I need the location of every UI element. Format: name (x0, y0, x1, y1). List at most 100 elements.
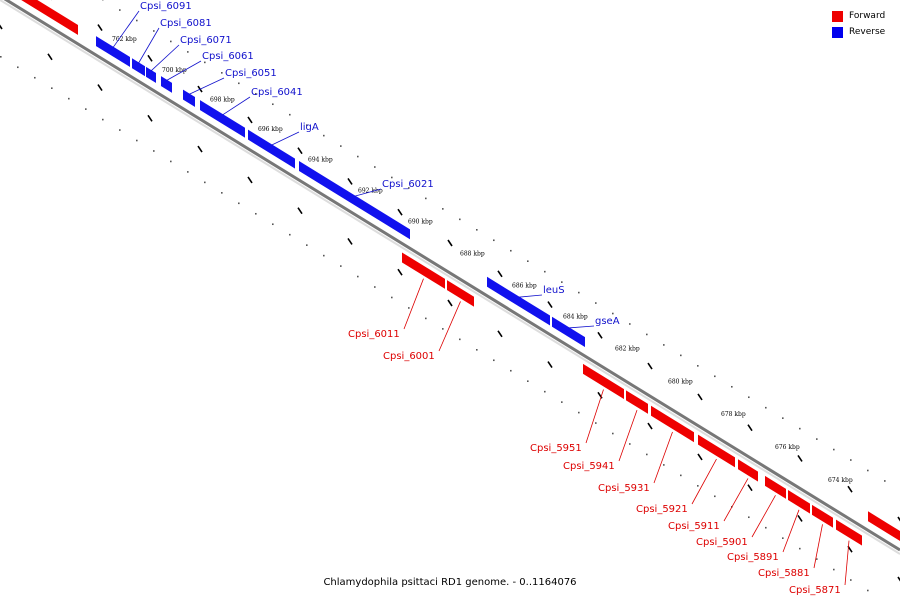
forward-gene-7-highlight (762, 485, 786, 502)
track-dot (68, 97, 70, 100)
track-dot (187, 171, 189, 173)
reverse-gene-3 (161, 76, 172, 93)
track-tick (597, 331, 603, 339)
track-tick (197, 145, 203, 153)
reverse-gene-0 (96, 36, 130, 68)
reverse-gene-label: Cpsi_6021 (382, 179, 434, 190)
track-dot (629, 323, 631, 325)
reverse-gene-leader (354, 188, 382, 197)
track-dot (833, 448, 835, 451)
forward-gene-9-highlight (809, 514, 833, 531)
scale-label: 678 kbp (721, 411, 746, 418)
track-dot (459, 338, 461, 341)
scale-labels: 762 kbp 700 kbp 698 kbp 696 kbp 694 kbp 692 k… (112, 36, 853, 484)
track-dot (646, 453, 648, 456)
track-dot (578, 291, 580, 294)
scale-label: 700 kbp (162, 67, 187, 74)
track-dot (221, 72, 223, 74)
forward-gene-10-highlight (833, 529, 862, 549)
track-dot (340, 145, 342, 147)
forward-gene-10 (836, 519, 862, 546)
track-dot (510, 369, 512, 372)
track-tick (747, 484, 753, 492)
forward-gene-label: Cpsi_5901 (696, 537, 748, 548)
track-dot (119, 9, 121, 11)
forward-gene-3 (626, 390, 648, 414)
track-dot (153, 150, 155, 152)
forward-gene-edge-1-highlight (865, 521, 900, 544)
track-dot (221, 192, 223, 194)
track-dot (561, 401, 563, 403)
track-tick (297, 207, 303, 215)
track-dot (714, 375, 716, 378)
forward-gene-leader (438, 301, 461, 352)
track-dot (748, 516, 750, 519)
track-dot (799, 547, 801, 550)
track-dot (102, 118, 104, 121)
track-dot (578, 411, 580, 414)
forward-gene-label: Cpsi_5941 (563, 461, 615, 472)
track-tick (697, 453, 703, 461)
track-tick (147, 54, 153, 62)
track-dot (663, 344, 665, 346)
track-dot (255, 212, 257, 215)
track-dot (816, 438, 818, 440)
forward-gene-0 (402, 252, 445, 289)
track-dot (782, 537, 784, 539)
track-dot (850, 459, 852, 461)
track-dot (170, 160, 172, 163)
track-dot (136, 19, 138, 22)
legend-swatch-reverse (832, 26, 843, 38)
track-dot (187, 51, 189, 53)
genome-backbone-shadow (0, 0, 900, 555)
forward-gene-8 (788, 490, 810, 514)
track-dot (136, 139, 138, 142)
reverse-gene-label: Cpsi_6081 (160, 18, 212, 29)
track-dot (459, 218, 461, 221)
scale-label: 686 kbp (512, 282, 537, 289)
track-tick (897, 576, 900, 582)
reverse-gene-7-highlight (296, 171, 410, 243)
reverse-gene-label: ligA (300, 122, 319, 133)
genome-caption: Chlamydophila psittaci RD1 genome. - 0..… (323, 577, 577, 588)
track-tick (397, 208, 403, 216)
forward-gene-4-highlight (648, 415, 694, 446)
reverse-gene-5-highlight (197, 110, 245, 141)
legend-swatch-forward (832, 10, 843, 22)
track-dot (391, 296, 393, 299)
forward-gene-leader (585, 389, 604, 444)
forward-gene-leader (751, 495, 776, 538)
gene-blocks (15, 0, 900, 549)
track-dot (289, 113, 291, 116)
track-dot (340, 265, 342, 267)
track-tick (497, 270, 503, 278)
track-dot (646, 333, 648, 336)
forward-gene-7 (765, 475, 786, 499)
forward-gene-2 (583, 363, 624, 400)
track-tick (97, 84, 103, 91)
track-tick (497, 330, 503, 338)
track-tick (797, 455, 803, 462)
reverse-gene-2 (146, 66, 156, 84)
track-dot (0, 56, 2, 58)
track-dot (765, 526, 767, 529)
track-dot (323, 134, 325, 137)
track-dot (527, 380, 529, 382)
track-tick (697, 393, 703, 401)
forward-gene-leader (782, 509, 800, 553)
track-dot (238, 202, 240, 205)
scale-label: 674 kbp (828, 477, 853, 484)
track-tick (897, 516, 900, 522)
reverse-gene-leader (271, 131, 300, 146)
reverse-gene-leader (188, 77, 225, 95)
track-dot (51, 87, 53, 89)
track-dot (680, 474, 682, 477)
track-dot (510, 249, 512, 252)
forward-gene-2-highlight (580, 373, 624, 403)
reverse-gene-4-highlight (180, 99, 195, 111)
track-dot (34, 76, 36, 79)
track-tick (547, 361, 553, 368)
track-tick (347, 178, 353, 185)
legend-label-reverse: Reverse (849, 27, 886, 37)
